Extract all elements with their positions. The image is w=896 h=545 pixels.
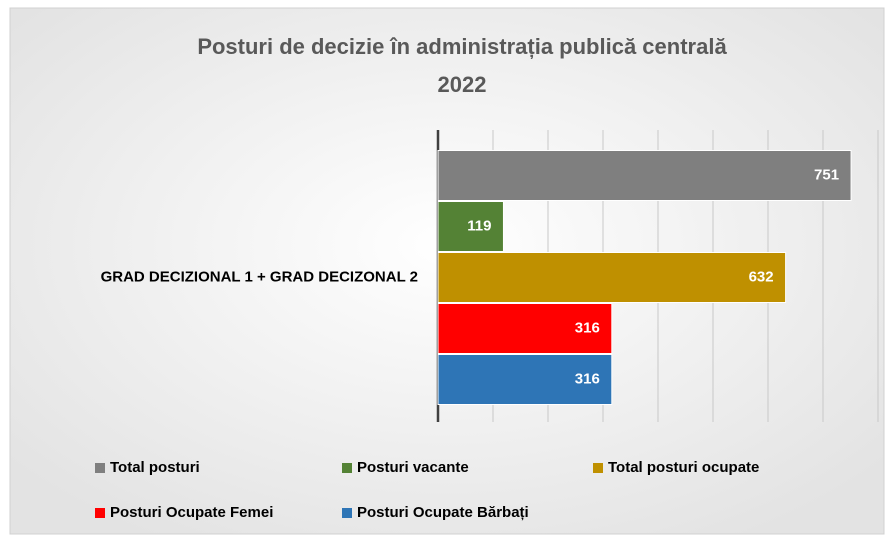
data-label: 119: [467, 217, 491, 234]
legend-label: Total posturi: [110, 459, 200, 476]
data-label: 316: [575, 370, 600, 387]
y-tick-label: GRAD DECIZIONAL 1 + GRAD DECIZONAL 2: [101, 268, 418, 285]
bar: [437, 150, 852, 201]
legend-label: Total posturi ocupate: [608, 459, 759, 476]
legend-swatch: [95, 508, 105, 518]
legend-swatch: [342, 508, 352, 518]
chart-title: 2022: [438, 72, 487, 97]
bar: [437, 201, 504, 252]
bar: [437, 354, 613, 405]
chart-title: Posturi de decizie în administrația publ…: [197, 34, 727, 59]
data-label: 316: [575, 319, 600, 336]
legend-label: Posturi Ocupate Bărbați: [357, 504, 529, 521]
legend-label: Posturi Ocupate Femei: [110, 504, 273, 521]
data-label: 751: [814, 166, 839, 183]
legend-swatch: [593, 463, 603, 473]
legend-swatch: [342, 463, 352, 473]
legend-label: Posturi vacante: [357, 459, 469, 476]
bar: [437, 252, 787, 303]
legend-swatch: [95, 463, 105, 473]
data-label: 632: [749, 268, 774, 285]
bar: [437, 303, 613, 354]
